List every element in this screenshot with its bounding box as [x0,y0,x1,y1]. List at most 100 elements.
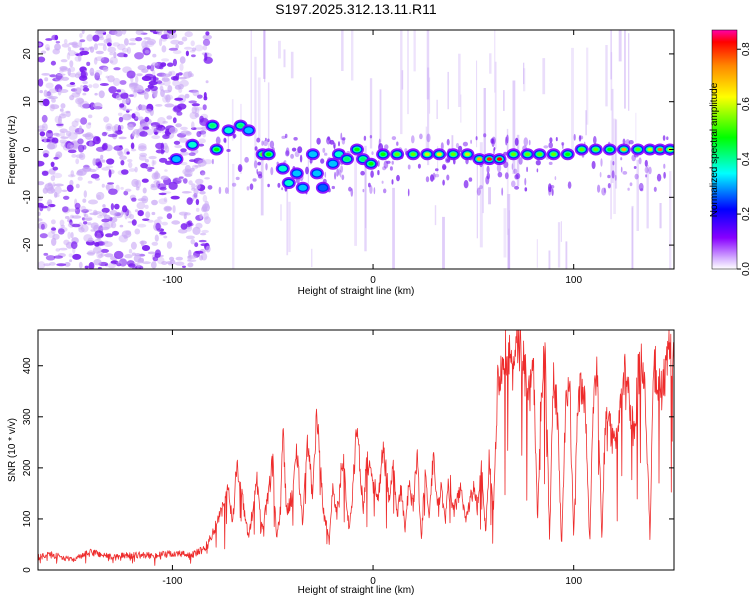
ridge-core [476,157,482,161]
spectrogram-speckle [97,161,103,169]
spectrogram-speckle [161,77,170,82]
spectrogram-speckle [105,75,110,79]
spectrogram-speckle [67,174,76,178]
spectrogram-speckle [190,40,195,47]
spectrogram-speckle [145,108,152,114]
spectrogram-blob [329,139,335,145]
spectrogram-speckle [113,67,121,71]
spectrogram-speckle [75,97,85,105]
spectrogram-speckle [139,131,148,137]
spectrogram-speckle [109,209,118,216]
spectrogram-blob [316,137,321,145]
spectrogram-speckle [180,126,188,131]
spectrogram-speckle [99,36,105,41]
spectrogram-blob [218,186,222,195]
spectrogram-ytick-label: 10 [22,96,33,108]
spectrogram-speckle [154,170,159,178]
spectrogram-blob [281,135,287,139]
spectrogram-speckle [110,221,117,229]
spectrogram-streak [489,53,492,74]
snr-xtick-label: 100 [565,576,582,587]
spectrogram-speckle [142,218,150,221]
spectrogram-speckle [70,170,75,177]
spectrogram-speckle [98,253,104,258]
spectrogram-speckle [166,213,173,220]
spectrogram-blob [644,159,648,167]
spectrogram-speckle [118,136,127,140]
spectrogram-streak [507,194,511,269]
spectrogram-speckle [157,216,163,220]
spectrogram-speckle [186,221,192,228]
spectrogram-speckle [65,110,71,114]
spectrogram-speckle [66,184,74,192]
snr-xtick-label: 0 [370,576,376,587]
spectrogram-speckle [193,188,199,196]
ridge-core [354,147,360,152]
spectrogram-speckle [128,263,136,268]
spectrogram-blob [607,174,611,179]
spectrogram-speckle [95,56,105,61]
spectrogram-blob [475,136,478,141]
spectrogram-blob [430,174,434,182]
spectrogram-blob [442,165,447,170]
spectrogram-speckle [57,88,62,96]
spectrogram-speckle [130,148,137,152]
spectrogram-streak [523,62,525,85]
spectrogram-speckle [130,241,137,250]
spectrogram-speckle [82,85,88,89]
spectrogram-speckle [66,52,71,60]
spectrogram-streak [227,134,229,194]
spectrogram-speckle [112,125,117,133]
spectrogram-blob [334,171,337,180]
spectrogram-speckle [79,39,86,43]
spectrogram-blob [518,157,523,165]
spectrogram-speckle [47,184,56,189]
spectrogram-speckle [116,89,122,93]
spectrogram-speckle [62,206,69,213]
spectrogram-speckle [134,166,138,173]
spectrogram-speckle [107,75,115,83]
ridge-core [486,157,492,161]
spectrogram-blob [648,166,652,175]
spectrogram-blob [549,137,553,143]
spectrogram-streak [635,112,637,143]
spectrogram-blob [270,167,274,176]
spectrogram-speckle [167,33,175,40]
spectrogram-blob [362,188,365,193]
spectrogram-speckle [202,38,211,47]
spectrogram-speckle [82,103,92,109]
spectrogram-speckle [155,149,166,154]
spectrogram-blob [285,147,290,156]
spectrogram-speckle [135,75,139,84]
spectrogram-streak [283,49,286,68]
ridge-core [551,152,557,157]
spectrogram-speckle [178,83,184,90]
spectrogram-streak [523,68,526,92]
spectrogram-speckle [81,209,89,213]
ridge-core [496,157,503,161]
spectrogram-speckle [121,169,129,175]
spectrogram-blob [600,158,603,167]
spectrogram-blob [633,166,637,169]
spectrogram-speckle [77,54,82,62]
spectrogram-blob [493,147,496,151]
spectrogram-speckle [112,42,120,47]
colorbar-tick-label: 0.4 [741,152,750,166]
spectrogram-speckle [159,65,164,70]
spectrogram-blob [237,164,243,173]
spectrogram-speckle [135,265,144,269]
spectrogram-speckle [89,67,95,76]
spectrogram-speckle [61,189,68,192]
spectrogram-blob [622,138,626,145]
spectrogram-speckle [60,59,68,63]
spectrogram-speckle [83,190,88,198]
spectrogram-speckle [49,103,55,112]
spectrogram-blob [645,174,648,178]
spectrogram-speckle [187,255,197,259]
spectrogram-speckle [159,231,167,235]
spectrogram-speckle [43,252,49,256]
spectrogram-speckle [55,248,61,252]
spectrogram-speckle [175,256,183,261]
ridge-core [266,152,272,157]
